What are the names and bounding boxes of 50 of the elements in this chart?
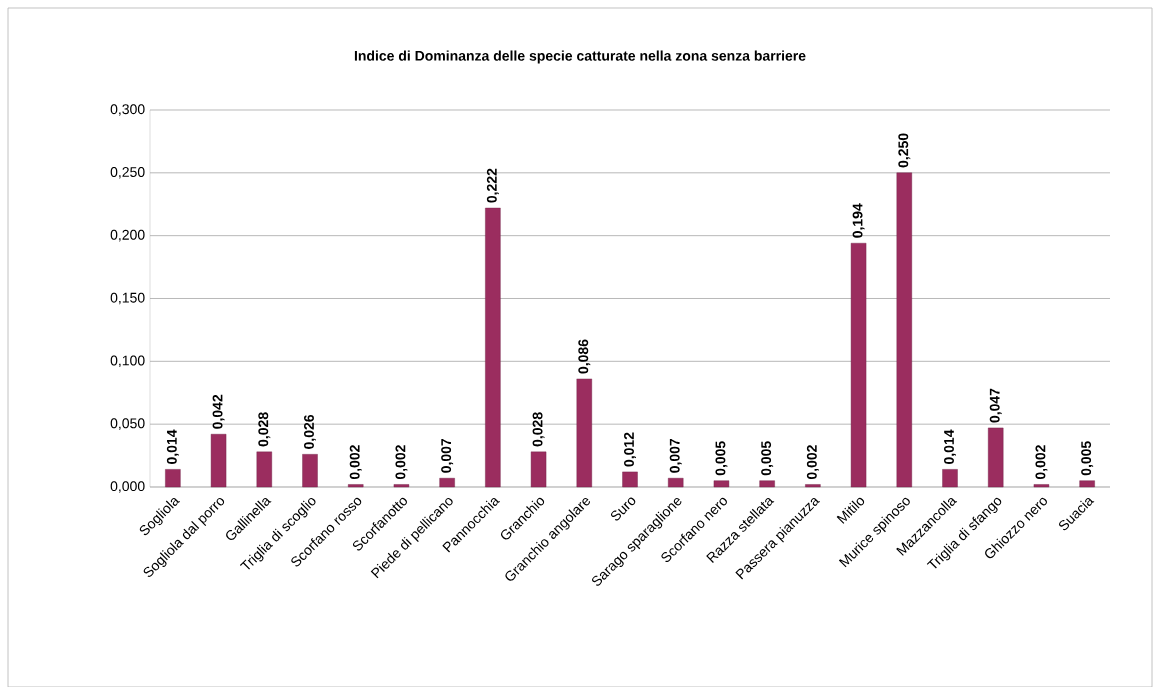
bar — [576, 378, 592, 487]
data-label: 0,002 — [395, 444, 408, 479]
bar — [165, 469, 181, 487]
y-tick-label: 0,000 — [110, 481, 145, 493]
bar — [348, 484, 364, 487]
data-label: 0,194 — [852, 203, 865, 238]
data-label: 0,042 — [212, 394, 225, 429]
data-label: 0,026 — [304, 414, 316, 449]
data-label: 0,028 — [532, 412, 545, 447]
bar — [530, 451, 547, 487]
bar — [439, 477, 455, 487]
bar — [713, 480, 730, 487]
chart-title: Indice di Dominanza delle specie catturate nella zona senza barriere — [354, 50, 806, 64]
bar — [1033, 484, 1050, 487]
bar — [256, 451, 272, 487]
data-label: 0,002 — [806, 444, 819, 479]
y-tick-label: 0,100 — [110, 355, 145, 367]
data-label: 0,086 — [578, 339, 591, 374]
y-tick-label: 0,150 — [110, 292, 145, 305]
data-label: 0,007 — [441, 438, 454, 473]
bar — [896, 172, 912, 487]
bar — [1079, 480, 1095, 487]
bar — [393, 484, 410, 487]
bar — [988, 427, 1004, 487]
bar — [622, 471, 638, 487]
data-label: 0,002 — [1035, 444, 1048, 479]
data-label: 0,002 — [349, 444, 362, 479]
bar — [850, 242, 867, 487]
data-label: 0,005 — [1081, 441, 1094, 476]
data-label: 0,014 — [166, 429, 179, 464]
data-label: 0,014 — [944, 429, 956, 464]
data-label: 0,012 — [624, 432, 636, 467]
data-label: 0,005 — [715, 441, 728, 476]
data-label: 0,222 — [486, 168, 499, 203]
bar — [485, 207, 501, 487]
bar — [942, 469, 958, 487]
data-label: 0,005 — [761, 441, 774, 476]
y-tick-label: 0,050 — [110, 418, 145, 430]
y-tick-label: 0,200 — [110, 229, 145, 242]
data-label: 0,250 — [898, 133, 911, 168]
y-tick-label: 0,300 — [110, 104, 145, 116]
y-tick-label: 0,250 — [110, 166, 145, 179]
data-label: 0,007 — [669, 438, 682, 473]
bar — [302, 453, 318, 487]
data-label: 0,028 — [258, 412, 271, 447]
bar — [210, 433, 227, 487]
bar — [805, 484, 821, 487]
bar — [668, 477, 684, 487]
data-label: 0,047 — [989, 388, 1002, 423]
bar — [759, 480, 775, 487]
